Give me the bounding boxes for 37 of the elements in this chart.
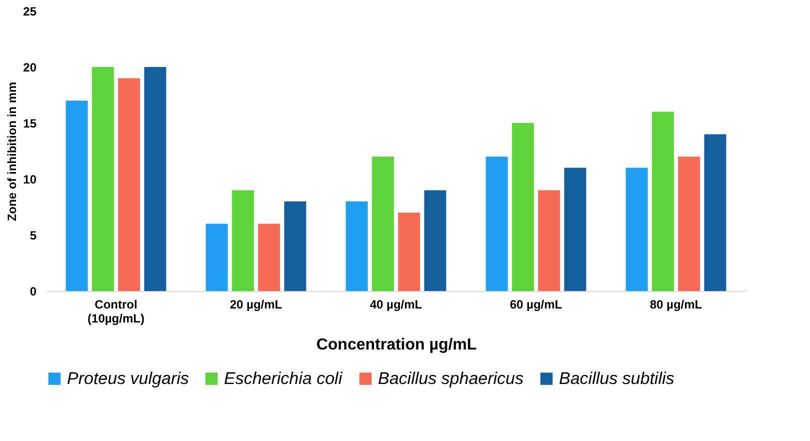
bar [564, 168, 586, 291]
legend-label: Bacillus subtilis [559, 368, 675, 388]
bar [284, 201, 306, 291]
y-axis-title: Zone of inhibition in mm [5, 82, 20, 222]
y-tick-label: 25 [23, 4, 37, 18]
legend-label: Escherichia coli [224, 368, 344, 388]
bar [398, 212, 420, 291]
bar [118, 78, 140, 291]
bar [372, 156, 394, 291]
bar [144, 67, 166, 291]
bar [424, 190, 446, 291]
x-tick-label: 20 µg/mL [230, 298, 282, 312]
y-tick-label: 5 [30, 228, 37, 242]
bar [206, 224, 228, 291]
x-tick-label: 40 µg/mL [370, 298, 422, 312]
y-tick-label: 20 [23, 60, 37, 74]
bar [66, 100, 88, 291]
bar [486, 156, 508, 291]
bar [232, 190, 254, 291]
bar [704, 134, 726, 291]
bar [652, 112, 674, 291]
x-tick-label: Control (10µg/mL) [88, 298, 144, 326]
legend-label: Bacillus sphaericus [378, 368, 524, 388]
y-tick-label: 15 [23, 116, 37, 130]
y-tick-label: 0 [30, 284, 37, 298]
legend-label: Proteus vulgaris [67, 368, 190, 388]
x-tick-label: 80 µg/mL [650, 298, 702, 312]
x-axis-title: Concentration µg/mL [316, 336, 477, 354]
bar [678, 156, 700, 291]
bar [258, 224, 280, 291]
bar [626, 168, 648, 291]
bar [346, 201, 368, 291]
x-tick-label: 60 µg/mL [510, 298, 562, 312]
y-tick-label: 10 [23, 172, 37, 186]
bar [92, 67, 114, 291]
bar [512, 123, 534, 291]
bar [538, 190, 560, 291]
